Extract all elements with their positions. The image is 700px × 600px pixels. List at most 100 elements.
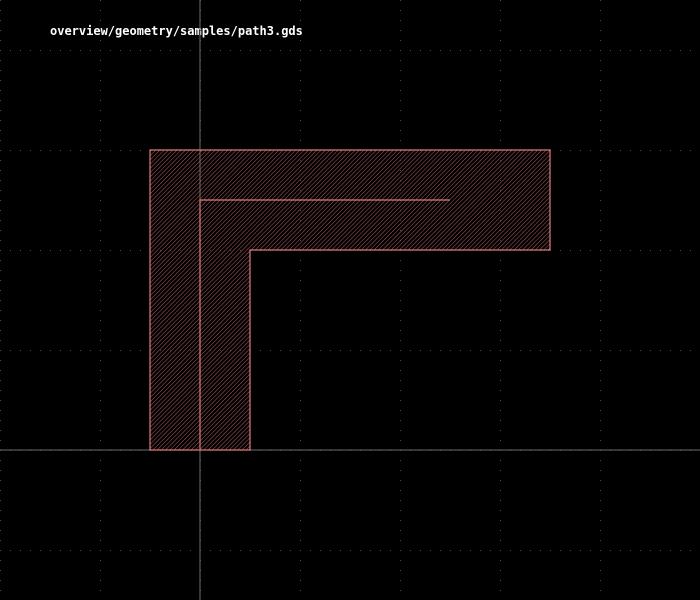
grid-dot <box>570 550 571 551</box>
grid-dot <box>0 330 1 331</box>
grid-dot <box>570 50 571 51</box>
grid-dot <box>390 350 391 351</box>
grid-dot <box>360 50 361 51</box>
grid-dot <box>570 150 571 151</box>
grid-dot <box>0 390 1 391</box>
grid-dot <box>140 550 141 551</box>
grid-dot <box>300 300 301 301</box>
grid-dot <box>600 210 601 211</box>
grid-dot <box>100 230 101 231</box>
grid-dot <box>500 260 501 261</box>
grid-dot <box>590 150 591 151</box>
grid-dot <box>0 170 1 171</box>
grid-dot <box>30 250 31 251</box>
grid-dot <box>370 550 371 551</box>
grid-dot <box>40 250 41 251</box>
grid-dot <box>0 200 1 201</box>
grid-dot <box>600 310 601 311</box>
grid-dot <box>100 20 101 21</box>
grid-dot <box>300 270 301 271</box>
grid-dot <box>590 550 591 551</box>
grid-dot <box>130 250 131 251</box>
grid-dot <box>100 290 101 291</box>
grid-dot <box>300 550 301 551</box>
grid-dot <box>620 150 621 151</box>
grid-dot <box>310 350 311 351</box>
grid-dot <box>660 350 661 351</box>
grid-dot <box>440 50 441 51</box>
grid-dot <box>500 570 501 571</box>
grid-dot <box>610 550 611 551</box>
grid-dot <box>130 350 131 351</box>
grid-dot <box>0 60 1 61</box>
grid-dot <box>500 350 501 351</box>
grid-dot <box>500 80 501 81</box>
grid-dot <box>690 150 691 151</box>
grid-dot <box>100 490 101 491</box>
grid-dot <box>530 50 531 51</box>
grid-dot <box>600 50 601 51</box>
grid-dot <box>600 300 601 301</box>
grid-dot <box>500 60 501 61</box>
grid-dot <box>60 350 61 351</box>
grid-dot <box>10 250 11 251</box>
grid-dot <box>50 50 51 51</box>
grid-dot <box>400 360 401 361</box>
grid-dot <box>100 370 101 371</box>
grid-dot <box>40 350 41 351</box>
grid-dot <box>500 30 501 31</box>
grid-dot <box>0 350 1 351</box>
file-path-title: overview/geometry/samples/path3.gds <box>50 24 303 38</box>
grid-dot <box>240 50 241 51</box>
grid-dot <box>140 150 141 151</box>
grid-dot <box>100 550 101 551</box>
grid-dot <box>600 100 601 101</box>
grid-dot <box>430 350 431 351</box>
grid-dot <box>300 120 301 121</box>
grid-dot <box>210 50 211 51</box>
grid-dot <box>400 370 401 371</box>
grid-dot <box>100 510 101 511</box>
grid-dot <box>100 580 101 581</box>
grid-dot <box>600 10 601 11</box>
grid-dot <box>0 240 1 241</box>
grid-dot <box>260 50 261 51</box>
path-shape[interactable] <box>149 149 551 451</box>
grid-dot <box>230 50 231 51</box>
grid-dot <box>300 420 301 421</box>
grid-dot <box>70 550 71 551</box>
grid-dot <box>530 550 531 551</box>
grid-dot <box>60 550 61 551</box>
grid-dot <box>600 40 601 41</box>
grid-dot <box>370 350 371 351</box>
grid-dot <box>290 350 291 351</box>
grid-dot <box>400 20 401 21</box>
grid-dot <box>400 60 401 61</box>
grid-dot <box>100 180 101 181</box>
grid-dot <box>400 260 401 261</box>
grid-dot <box>100 270 101 271</box>
grid-dot <box>630 50 631 51</box>
grid-dot <box>600 150 601 151</box>
grid-dot <box>100 310 101 311</box>
grid-dot <box>560 250 561 251</box>
grid-dot <box>480 350 481 351</box>
grid-dot <box>0 130 1 131</box>
grid-dot <box>400 300 401 301</box>
grid-dot <box>300 10 301 11</box>
grid-dot <box>100 470 101 471</box>
grid-dot <box>600 270 601 271</box>
grid-dot <box>120 250 121 251</box>
grid-dot <box>640 250 641 251</box>
grid-dot <box>500 310 501 311</box>
grid-dot <box>100 280 101 281</box>
grid-dot <box>50 150 51 151</box>
grid-dot <box>120 350 121 351</box>
grid-dot <box>300 380 301 381</box>
grid-dot <box>400 310 401 311</box>
grid-dot <box>90 250 91 251</box>
grid-dot <box>0 420 1 421</box>
grid-dot <box>100 520 101 521</box>
